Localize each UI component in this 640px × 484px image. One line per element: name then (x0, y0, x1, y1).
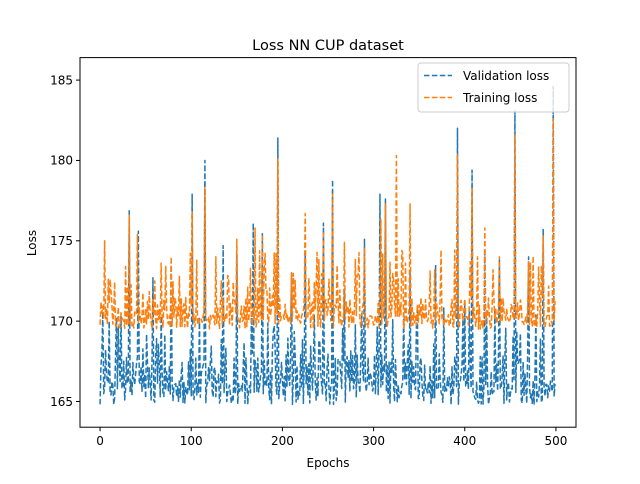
legend-box (417, 62, 570, 113)
y-tick-label: 165 (50, 395, 73, 409)
x-tick-label: 500 (544, 434, 567, 448)
x-tick-label: 0 (96, 434, 104, 448)
y-tick-label: 175 (50, 234, 73, 248)
x-tick-label: 200 (271, 434, 294, 448)
y-axis-label: Loss (25, 230, 39, 256)
plot-frame (79, 57, 577, 428)
legend-label-training-loss: Training loss (462, 91, 537, 105)
x-tick-label: 300 (362, 434, 385, 448)
series-line-training-loss (99, 117, 556, 330)
y-tick-label: 180 (50, 154, 73, 168)
plot-layer (99, 85, 556, 406)
x-tick-label: 100 (180, 434, 203, 448)
y-tick-label: 185 (50, 73, 73, 87)
chart-title: Loss NN CUP dataset (252, 38, 404, 54)
x-tick-label: 400 (453, 434, 476, 448)
series-line-validation-loss (99, 85, 556, 406)
legend-label-validation-loss: Validation loss (463, 69, 549, 83)
y-tick-label: 170 (50, 314, 73, 328)
x-axis-label: Epochs (307, 456, 350, 470)
legend: Validation loss Training loss (417, 62, 570, 113)
ticks-layer: 0 100 200 300 400 500 165 170 175 180 185 (50, 73, 567, 448)
